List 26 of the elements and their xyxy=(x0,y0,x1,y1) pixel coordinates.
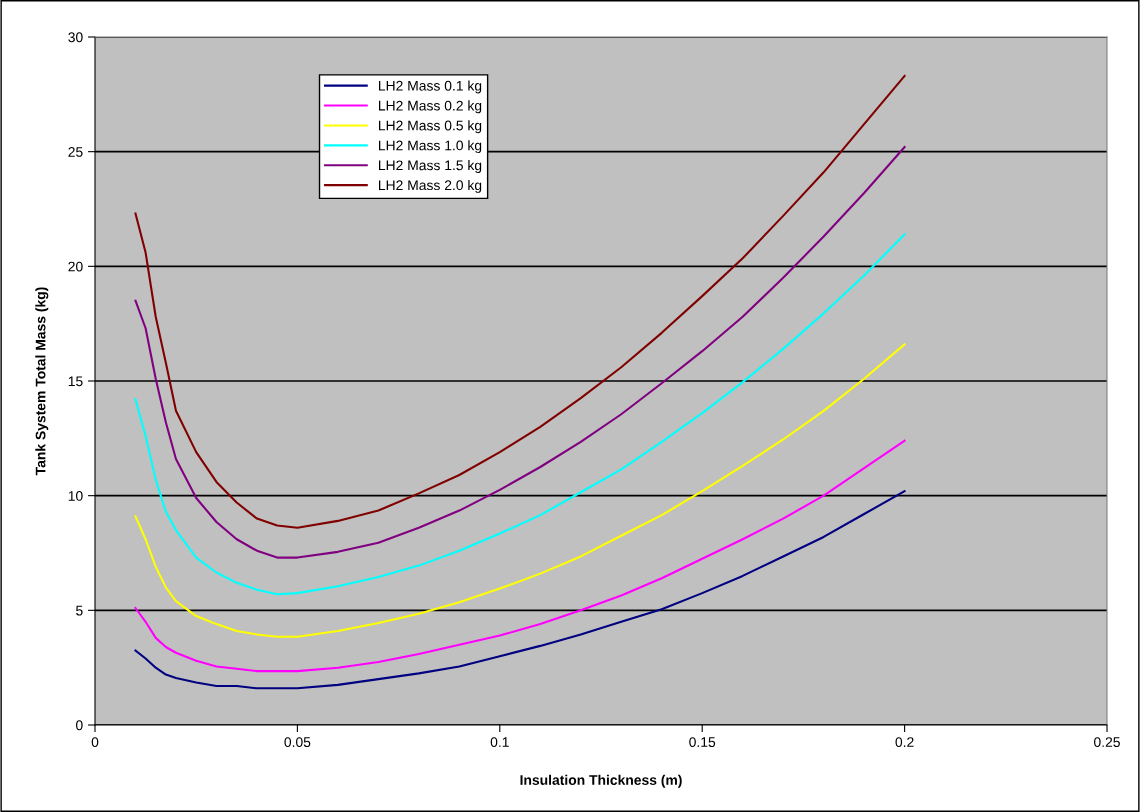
y-tick-label: 10 xyxy=(68,491,83,501)
line-series xyxy=(134,233,906,596)
y-tick-label: 15 xyxy=(68,376,83,387)
line-series xyxy=(134,74,906,529)
x-tick-label: 0.15 xyxy=(689,737,716,748)
y-tick-label: 30 xyxy=(68,32,83,43)
x-axis-title: Insulation Thickness (m) xyxy=(520,774,682,788)
x-tick-label: 0.25 xyxy=(1094,737,1120,748)
legend-label: LH2 Mass 0.2 kg xyxy=(379,100,482,114)
line-series xyxy=(134,343,906,638)
y-tick-label: 20 xyxy=(68,261,83,272)
x-tick-label: 0.2 xyxy=(895,737,914,748)
y-tick-label: 5 xyxy=(76,605,83,616)
x-tick-label: 0.1 xyxy=(490,737,509,748)
x-tick-label: 0 xyxy=(91,737,99,748)
x-tick-label: 0.05 xyxy=(284,737,311,748)
legend-label: LH2 Mass 0.5 kg xyxy=(379,120,482,134)
legend-label: LH2 Mass 1.0 kg xyxy=(379,140,482,154)
legend-label: LH2 Mass 2.0 kg xyxy=(379,179,482,193)
legend-label: LH2 Mass 0.1 kg xyxy=(379,80,482,94)
line-series xyxy=(134,490,906,690)
y-tick-label: 0 xyxy=(76,720,83,731)
y-axis-title: Tank System Total Mass (kg) xyxy=(35,287,49,476)
line-series xyxy=(134,439,906,673)
legend-label: LH2 Mass 1.5 kg xyxy=(379,160,482,173)
y-tick-label: 25 xyxy=(68,147,83,157)
